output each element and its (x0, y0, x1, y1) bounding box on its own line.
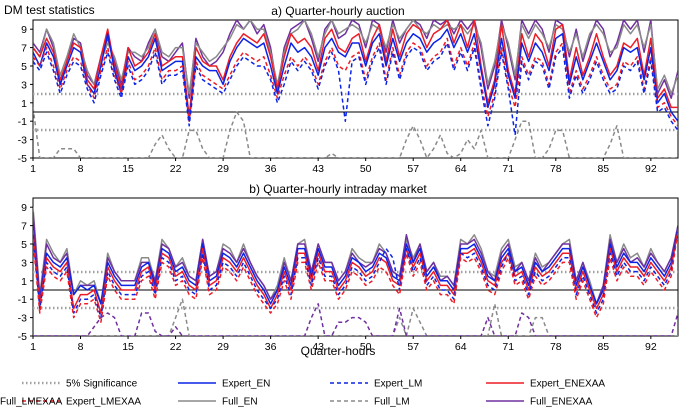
y-tick-label: -1 (18, 294, 27, 306)
series-full_en (33, 20, 678, 95)
series-expert_lm (33, 225, 678, 319)
x-tick-label: 36 (265, 163, 277, 175)
x-tick-label: 50 (360, 163, 372, 175)
y-tick-label: 3 (21, 257, 27, 269)
x-tick-label: 15 (122, 341, 134, 353)
series-expert_lmexaa (33, 37, 678, 127)
legend-label-expert_en: Expert_EN (222, 379, 270, 390)
series-expert_enexaa (33, 230, 678, 314)
series-full_lm (33, 107, 678, 158)
x-axis-label: Quarter-hours (301, 344, 376, 358)
series-full_enexaa (33, 20, 678, 99)
x-tick-label: 85 (597, 163, 609, 175)
x-tick-label: 57 (407, 341, 419, 353)
legend: 5% Significance Expert_EN Expert_LM Expert_… (0, 379, 605, 408)
y-tick-label: 9 (21, 24, 27, 36)
series-full_lm (33, 298, 678, 336)
y-tick-label: 5 (21, 239, 27, 251)
x-tick-label: 29 (217, 341, 229, 353)
y-tick-label: 7 (21, 221, 27, 233)
legend-label-expert_enexaa: Expert_ENEXAA (530, 379, 605, 390)
x-tick-label: 78 (550, 341, 562, 353)
y-tick-label: -3 (18, 135, 27, 147)
legend-label-full_enexaa: Full_ENEXAA (530, 397, 593, 408)
panel-b: b) Quarter-hourly intraday market -5 -3 -1 1… (18, 182, 679, 353)
x-tick-label: 1 (30, 341, 36, 353)
y-tick-label: 1 (21, 276, 27, 288)
series-full_enexaa (33, 211, 678, 305)
y-tick-label: -5 (18, 153, 27, 165)
x-tick-label: 43 (312, 341, 324, 353)
y-tick-label: 9 (21, 202, 27, 214)
x-tick-label: 8 (78, 163, 84, 175)
legend-label-expert_lm: Expert_LM (374, 379, 422, 390)
figure-ylabel: DM test statistics (4, 3, 95, 17)
x-tick-label: 50 (360, 341, 372, 353)
x-tick-label: 57 (407, 163, 419, 175)
y-tick-label: -1 (18, 116, 27, 128)
x-tick-label: 22 (170, 341, 182, 353)
plot-frame (32, 19, 679, 159)
x-tick-label: 15 (122, 163, 134, 175)
legend-label-full_lmexaa: Full_LMEXAA (0, 397, 63, 408)
x-tick-label: 36 (265, 341, 277, 353)
x-tick-label: 71 (502, 341, 514, 353)
x-tick-label: 78 (550, 163, 562, 175)
x-tick-label: 64 (455, 163, 467, 175)
series-expert_en (33, 225, 678, 305)
series-expert_lm (33, 42, 678, 136)
legend-label-full_en: Full_EN (222, 397, 258, 408)
x-tick-label: 92 (645, 341, 657, 353)
x-tick-label: 64 (455, 341, 467, 353)
x-tick-label: 1 (30, 163, 36, 175)
panel-title: a) Quarter-hourly auction (271, 4, 404, 18)
series-expert_lmexaa (33, 230, 678, 323)
legend-label-sig: 5% Significance (66, 379, 138, 390)
x-tick-label: 8 (78, 341, 84, 353)
legend-label-full_lm: Full_LM (374, 397, 410, 408)
y-tick-label: 1 (21, 98, 27, 110)
y-tick-label: 7 (21, 43, 27, 55)
y-tick-label: -3 (18, 313, 27, 325)
x-tick-label: 22 (170, 163, 182, 175)
x-tick-label: 71 (502, 163, 514, 175)
x-tick-label: 92 (645, 163, 657, 175)
series-expert_en (33, 28, 678, 122)
panel-title: b) Quarter-hourly intraday market (249, 182, 427, 196)
y-tick-label: 3 (21, 79, 27, 91)
y-tick-label: 5 (21, 61, 27, 73)
y-tick-label: -5 (18, 331, 27, 343)
series-expert_enexaa (33, 20, 678, 118)
x-tick-label: 29 (217, 163, 229, 175)
x-tick-label: 85 (597, 341, 609, 353)
legend-label-expert_lmexaa: Expert_LMEXAA (66, 397, 141, 408)
x-tick-label: 43 (312, 163, 324, 175)
